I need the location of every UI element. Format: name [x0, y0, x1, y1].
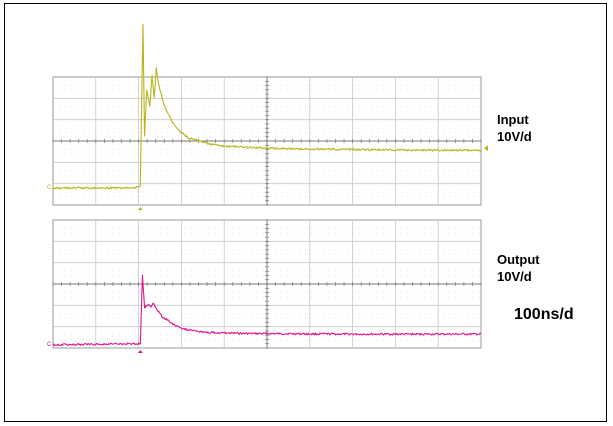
input-scale: 10V/d: [497, 129, 532, 144]
output-channel-label: Output 10V/d: [497, 251, 540, 285]
timebase-label: 100ns/d: [514, 306, 574, 323]
input-scope-chart: C: [47, 23, 488, 210]
trigger-position-marker: [137, 350, 143, 353]
output-scale: 10V/d: [497, 269, 532, 284]
scope-grid: [52, 219, 482, 349]
waveform-output: [52, 274, 482, 347]
scope-grid: [52, 76, 482, 206]
input-name: Input: [497, 112, 529, 127]
output-scope-chart: C: [47, 219, 482, 353]
page-frame: C C Input 10V/d Output 10V/d 100ns/d: [4, 3, 607, 422]
channel-marker: C: [47, 185, 52, 191]
input-channel-label: Input 10V/d: [497, 111, 532, 145]
channel-marker: C: [47, 342, 52, 348]
timebase-value: 100ns/d: [514, 306, 574, 323]
output-name: Output: [497, 252, 540, 267]
waveform-input: [52, 23, 482, 190]
trigger-level-marker: [484, 145, 488, 152]
trigger-position-marker: [137, 207, 143, 210]
